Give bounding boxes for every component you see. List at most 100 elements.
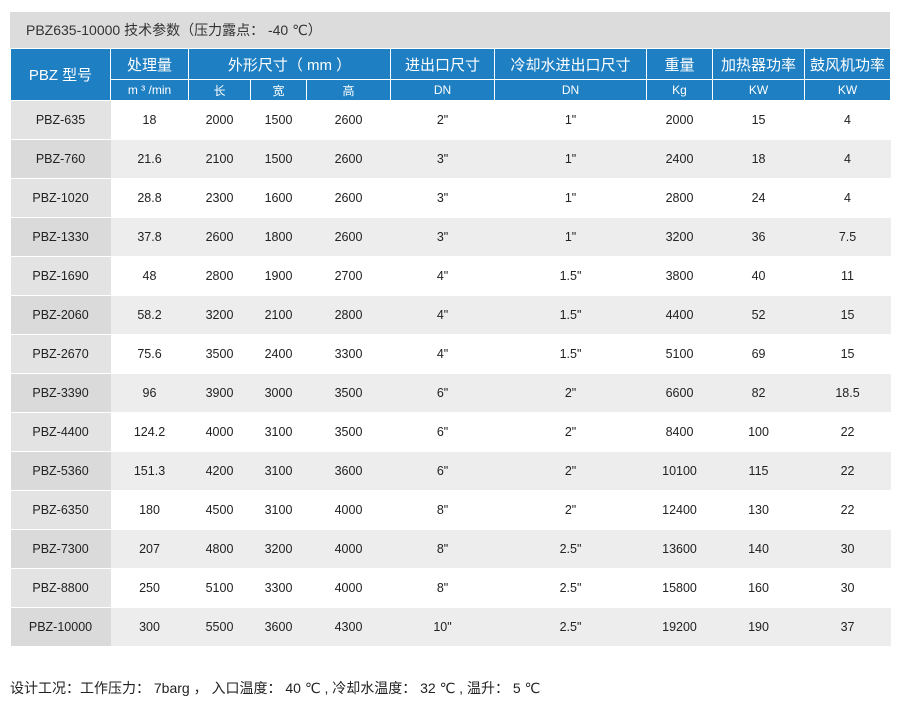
- table-row: PBZ-760 21.6 2100 1500 2600 3" 1" 2400 18 4: [10, 139, 891, 179]
- cell-cooling-size: 2.5": [494, 529, 647, 569]
- cell-inlet-size: 8": [390, 529, 495, 569]
- cell-cooling-size: 1": [494, 100, 647, 140]
- cell-width: 1500: [250, 139, 307, 179]
- cell-heater-power: 82: [712, 373, 805, 413]
- cell-capacity: 37.8: [110, 217, 189, 257]
- cell-blower-power: 4: [804, 100, 891, 140]
- cell-length: 3500: [188, 334, 251, 374]
- cell-cooling-size: 2": [494, 490, 647, 530]
- cell-length: 2000: [188, 100, 251, 140]
- cell-blower-power: 4: [804, 178, 891, 218]
- cell-inlet-size: 3": [390, 139, 495, 179]
- cell-capacity: 58.2: [110, 295, 189, 335]
- cell-weight: 3800: [646, 256, 713, 296]
- cell-blower-power: 15: [804, 295, 891, 335]
- cell-blower-power: 7.5: [804, 217, 891, 257]
- header-capacity: 处理量: [110, 48, 189, 80]
- cell-cooling-size: 2": [494, 451, 647, 491]
- cell-height: 2600: [306, 217, 391, 257]
- cell-weight: 12400: [646, 490, 713, 530]
- cell-blower-power: 18.5: [804, 373, 891, 413]
- cell-blower-power: 11: [804, 256, 891, 296]
- header-inlet-unit: DN: [390, 79, 496, 101]
- cell-model: PBZ-760: [10, 139, 111, 179]
- table-row: PBZ-3390 96 3900 3000 3500 6" 2" 6600 82 18.5: [10, 373, 891, 413]
- cell-cooling-size: 1.5": [494, 295, 647, 335]
- cell-width: 3200: [250, 529, 307, 569]
- cell-weight: 2800: [646, 178, 713, 218]
- cell-weight: 2400: [646, 139, 713, 179]
- cell-width: 3100: [250, 412, 307, 452]
- cell-height: 3500: [306, 373, 391, 413]
- header-blower: 鼓风机功率: [804, 48, 892, 80]
- table-row: PBZ-6350 180 4500 3100 4000 8" 2" 12400 130 22: [10, 490, 891, 530]
- header-weight: 重量: [646, 48, 714, 80]
- cell-heater-power: 190: [712, 607, 805, 647]
- cell-inlet-size: 3": [390, 178, 495, 218]
- header-inlet: 进出口尺寸: [390, 48, 496, 80]
- cell-model: PBZ-1020: [10, 178, 111, 218]
- cell-cooling-size: 2.5": [494, 607, 647, 647]
- cell-width: 1900: [250, 256, 307, 296]
- cell-capacity: 96: [110, 373, 189, 413]
- cell-inlet-size: 4": [390, 295, 495, 335]
- cell-length: 4000: [188, 412, 251, 452]
- cell-weight: 3200: [646, 217, 713, 257]
- spec-sheet: PBZ635-10000 技术参数（压力露点： -40 ℃） PBZ 型号 处理…: [10, 12, 892, 647]
- header-cooling: 冷却水进出口尺寸: [494, 48, 648, 80]
- table-row: PBZ-10000 300 5500 3600 4300 10" 2.5" 19200 190 3…: [10, 607, 891, 647]
- table-row: PBZ-1020 28.8 2300 1600 2600 3" 1" 2800 24 4: [10, 178, 891, 218]
- cell-height: 2600: [306, 178, 391, 218]
- cell-blower-power: 30: [804, 529, 891, 569]
- cell-model: PBZ-7300: [10, 529, 111, 569]
- cell-blower-power: 15: [804, 334, 891, 374]
- table-row: PBZ-635 18 2000 1500 2600 2" 1" 2000 15 4: [10, 100, 891, 140]
- cell-length: 4200: [188, 451, 251, 491]
- cell-length: 5500: [188, 607, 251, 647]
- header-weight-unit: Kg: [646, 79, 714, 101]
- cell-model: PBZ-8800: [10, 568, 111, 608]
- cell-length: 4800: [188, 529, 251, 569]
- design-conditions: 设计工况：工作压力： 7barg ， 入口温度： 40 ℃ , 冷却水温度： 3…: [10, 680, 541, 696]
- cell-blower-power: 22: [804, 490, 891, 530]
- cell-height: 4000: [306, 529, 391, 569]
- table-row: PBZ-4400 124.2 4000 3100 3500 6" 2" 8400 100 22: [10, 412, 891, 452]
- cell-width: 3100: [250, 490, 307, 530]
- cell-cooling-size: 2": [494, 412, 647, 452]
- cell-cooling-size: 2": [494, 373, 647, 413]
- cell-heater-power: 40: [712, 256, 805, 296]
- cell-model: PBZ-1690: [10, 256, 111, 296]
- cell-blower-power: 22: [804, 451, 891, 491]
- header-heater: 加热器功率: [712, 48, 806, 80]
- table-body: PBZ-635 18 2000 1500 2600 2" 1" 2000 15 4 PBZ-760 2…: [10, 100, 891, 647]
- cell-width: 3100: [250, 451, 307, 491]
- header-blower-unit: KW: [804, 79, 892, 101]
- cell-length: 2600: [188, 217, 251, 257]
- cell-inlet-size: 6": [390, 373, 495, 413]
- table-row: PBZ-1690 48 2800 1900 2700 4" 1.5" 3800 40 11: [10, 256, 891, 296]
- cell-width: 2100: [250, 295, 307, 335]
- header-cooling-unit: DN: [494, 79, 648, 101]
- cell-width: 2400: [250, 334, 307, 374]
- cell-heater-power: 18: [712, 139, 805, 179]
- cell-cooling-size: 1": [494, 217, 647, 257]
- cell-model: PBZ-10000: [10, 607, 111, 647]
- cell-model: PBZ-2060: [10, 295, 111, 335]
- cell-blower-power: 22: [804, 412, 891, 452]
- cell-capacity: 75.6: [110, 334, 189, 374]
- cell-capacity: 48: [110, 256, 189, 296]
- cell-heater-power: 130: [712, 490, 805, 530]
- cell-height: 3600: [306, 451, 391, 491]
- cell-weight: 2000: [646, 100, 713, 140]
- cell-heater-power: 160: [712, 568, 805, 608]
- cell-heater-power: 115: [712, 451, 805, 491]
- cell-height: 4000: [306, 490, 391, 530]
- cell-model: PBZ-3390: [10, 373, 111, 413]
- cell-length: 3900: [188, 373, 251, 413]
- cell-heater-power: 100: [712, 412, 805, 452]
- cell-capacity: 151.3: [110, 451, 189, 491]
- cell-inlet-size: 8": [390, 568, 495, 608]
- cell-length: 4500: [188, 490, 251, 530]
- header-model: PBZ 型号: [10, 48, 111, 101]
- cell-capacity: 300: [110, 607, 189, 647]
